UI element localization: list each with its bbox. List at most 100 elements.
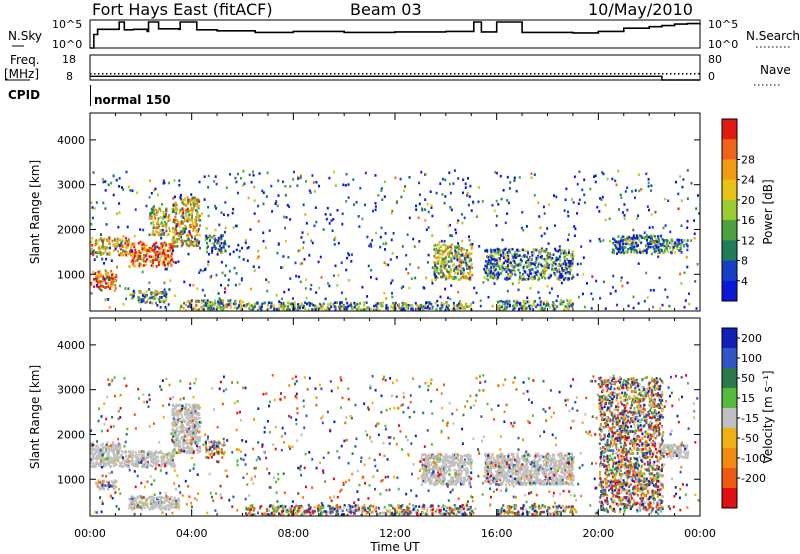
range-cell <box>452 512 455 515</box>
range-cell <box>194 427 197 431</box>
range-cell <box>96 274 99 278</box>
range-cell <box>448 512 451 515</box>
range-cell <box>563 255 566 259</box>
range-cell <box>246 246 249 250</box>
range-cell <box>185 451 188 454</box>
range-cell <box>193 227 196 231</box>
range-cell <box>406 513 409 516</box>
range-cell <box>178 412 181 416</box>
range-cell <box>198 271 201 274</box>
range-cell <box>174 450 177 454</box>
range-cell <box>282 308 285 312</box>
freq-tick-top: 18 <box>62 53 76 66</box>
range-cell <box>191 426 194 429</box>
range-cell <box>152 458 155 462</box>
range-cell <box>167 457 170 461</box>
range-cell <box>177 502 180 505</box>
range-cell <box>133 252 136 255</box>
range-cell <box>167 508 170 511</box>
range-cell <box>154 454 157 458</box>
range-cell <box>537 256 539 259</box>
velocity-scatter-data <box>90 374 700 517</box>
range-cell <box>273 308 276 311</box>
range-cell <box>103 262 105 265</box>
range-cell <box>569 299 572 302</box>
range-cell <box>331 229 334 232</box>
range-cell <box>173 235 176 238</box>
range-cell <box>127 243 130 247</box>
range-cell <box>548 291 551 295</box>
range-cell <box>582 256 585 259</box>
range-cell <box>150 452 153 455</box>
range-cell <box>698 212 700 215</box>
range-cell <box>477 186 480 189</box>
range-cell <box>110 465 113 468</box>
range-cell <box>304 307 307 310</box>
range-cell <box>442 275 445 278</box>
range-cell <box>374 304 377 307</box>
range-cell <box>99 273 102 276</box>
range-cell <box>452 307 455 310</box>
range-cell <box>461 213 463 216</box>
range-cell <box>93 443 96 447</box>
range-cell <box>558 255 561 258</box>
range-cell <box>180 240 183 244</box>
range-cell <box>298 275 300 279</box>
range-cell <box>512 304 515 308</box>
range-cell <box>107 488 110 491</box>
range-cell <box>161 452 164 455</box>
range-cell <box>451 255 454 258</box>
range-cell <box>128 240 130 243</box>
range-cell <box>177 447 180 450</box>
range-cell <box>171 246 174 250</box>
range-cell <box>133 264 136 267</box>
range-cell <box>304 287 307 290</box>
range-cell <box>502 254 505 257</box>
range-cell <box>138 450 141 453</box>
range-cell <box>138 257 141 260</box>
range-cell <box>431 504 434 507</box>
range-cell <box>154 212 157 216</box>
range-cell <box>522 267 525 271</box>
range-cell <box>568 308 571 311</box>
range-cell <box>145 290 148 293</box>
range-cell <box>449 297 452 301</box>
range-cell <box>311 174 314 177</box>
range-cell <box>136 502 139 505</box>
range-cell <box>441 304 444 307</box>
range-cell <box>462 260 465 264</box>
range-cell <box>458 256 461 260</box>
range-cell <box>185 423 188 426</box>
range-cell <box>109 277 111 280</box>
range-cell <box>513 270 516 273</box>
range-cell <box>189 242 192 245</box>
range-cell <box>161 203 163 206</box>
nave-trace <box>90 75 700 81</box>
range-cell <box>440 249 443 252</box>
range-cell <box>375 509 378 513</box>
range-cell <box>150 495 153 499</box>
range-cell <box>439 182 442 185</box>
range-cell <box>523 305 526 308</box>
range-cell <box>637 173 640 177</box>
range-cell <box>163 453 166 456</box>
range-cell <box>207 245 209 248</box>
range-cell <box>185 441 188 445</box>
range-cell <box>461 275 464 279</box>
range-cell <box>350 305 353 308</box>
range-cell <box>402 285 405 288</box>
range-cell <box>434 269 437 273</box>
range-cell <box>632 228 635 232</box>
range-cell <box>513 306 516 310</box>
range-cell <box>570 253 573 256</box>
range-cell <box>98 464 101 467</box>
range-cell <box>422 286 425 289</box>
range-cell <box>148 216 151 220</box>
range-cell <box>118 284 121 288</box>
range-cell <box>148 249 151 252</box>
colorbar-swatch <box>722 199 737 221</box>
range-cell <box>455 267 458 271</box>
range-cell <box>436 256 439 259</box>
range-cell <box>395 511 398 514</box>
range-cell <box>235 248 238 252</box>
